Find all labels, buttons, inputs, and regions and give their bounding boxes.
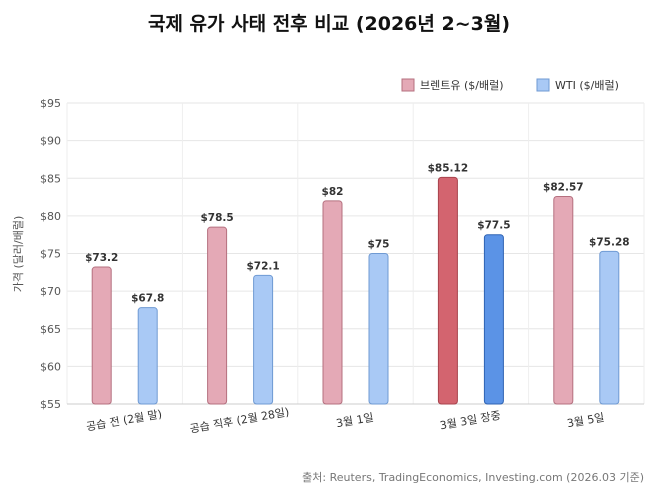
legend-swatch-brent bbox=[401, 78, 415, 92]
legend-swatch-wti bbox=[536, 78, 550, 92]
data-label: $85.12 bbox=[428, 162, 469, 174]
bar-brent bbox=[437, 176, 458, 405]
y-tick-label: $90 bbox=[40, 135, 61, 148]
bar-brent bbox=[91, 266, 112, 405]
y-tick-label: $95 bbox=[40, 97, 61, 110]
y-tick-label: $85 bbox=[40, 172, 61, 185]
bar-wti bbox=[368, 253, 389, 405]
y-axis-label: 가격 (달러/배럴) bbox=[12, 216, 25, 293]
data-label: $77.5 bbox=[477, 220, 510, 232]
data-label: $73.2 bbox=[85, 252, 118, 264]
chart-title: 국제 유가 사태 전후 비교 (2026년 2~3월) bbox=[148, 13, 510, 35]
bar-wti bbox=[137, 307, 158, 405]
data-label: $75 bbox=[368, 239, 390, 251]
data-label: $75.28 bbox=[589, 236, 630, 248]
data-label: $78.5 bbox=[200, 212, 233, 224]
data-label: $72.1 bbox=[246, 260, 279, 272]
y-tick-label: $70 bbox=[40, 285, 61, 298]
source-note: 출처: Reuters, TradingEconomics, Investing… bbox=[302, 471, 644, 484]
x-tick-label: 3월 1일 bbox=[335, 410, 375, 430]
data-label: $67.8 bbox=[131, 293, 164, 305]
y-tick-label: $75 bbox=[40, 248, 61, 261]
bar-wti bbox=[599, 250, 620, 405]
grid bbox=[66, 102, 645, 405]
legend-label-brent: 브렌트유 ($/배럴) bbox=[420, 79, 504, 92]
legend: 브렌트유 ($/배럴) WTI ($/배럴) bbox=[401, 78, 619, 92]
x-tick-label: 3월 3일 장중 bbox=[439, 408, 502, 432]
bar-brent bbox=[207, 226, 228, 405]
x-tick-label: 공습 직후 (2월 28일) bbox=[189, 404, 291, 435]
bars bbox=[91, 176, 620, 405]
x-tick-label: 3월 5일 bbox=[566, 410, 606, 430]
y-tick-label: $60 bbox=[40, 360, 61, 373]
x-tick-label: 공습 전 (2월 말) bbox=[85, 407, 163, 433]
bar-brent bbox=[553, 196, 574, 405]
data-label: $82 bbox=[322, 186, 344, 198]
y-tick-label: $80 bbox=[40, 210, 61, 223]
bar-wti bbox=[483, 234, 504, 405]
y-tick-label: $65 bbox=[40, 323, 61, 336]
data-label: $82.57 bbox=[543, 182, 584, 194]
data-labels: $73.2 $78.5 $82 $85.12 $82.57 $67.8 $72.1 $75 $7… bbox=[85, 162, 629, 304]
legend-label-wti: WTI ($/배럴) bbox=[555, 79, 619, 92]
y-tick-label: $55 bbox=[40, 398, 61, 411]
bar-brent bbox=[322, 200, 343, 405]
y-axis-ticks: $55 $60 $65 $70 $75 $80 $85 $90 $95 bbox=[40, 97, 61, 411]
x-axis-ticks: 공습 전 (2월 말) 공습 직후 (2월 28일) 3월 1일 3월 3일 장중 3월… bbox=[85, 404, 605, 435]
bar-wti bbox=[253, 274, 274, 405]
